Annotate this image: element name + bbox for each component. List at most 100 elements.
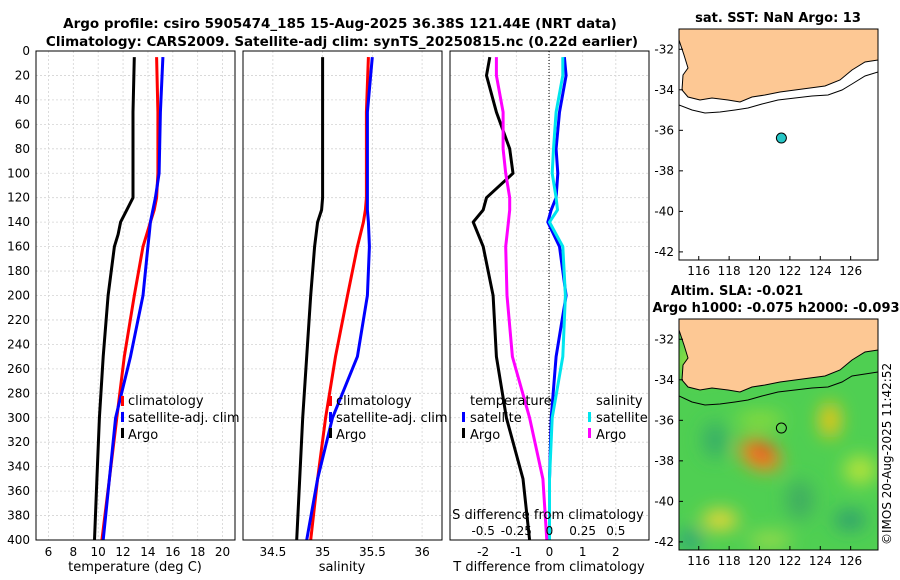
map-y-tick-label: -42 xyxy=(654,245,674,259)
series-line-salinity-argo xyxy=(494,57,549,541)
sla-map-shelf-contour xyxy=(679,371,878,406)
x-tick-label: 16 xyxy=(165,545,180,559)
argo-location-marker xyxy=(775,422,787,434)
salinity-panel: 34.5 35 35.5 36 climatology satellite-adj. … xyxy=(242,50,448,575)
legend-swatch-t-satellite xyxy=(462,412,465,422)
legend-swatch-satellite-adj-2 xyxy=(329,412,332,422)
y-tick-label: 380 xyxy=(7,509,30,523)
y-tick-label: 200 xyxy=(7,289,30,303)
figure-title-line1: Argo profile: csiro 5905474_185 15-Aug-2… xyxy=(63,16,617,32)
x-tick-label: -1 xyxy=(510,545,522,559)
legend-swatch-s-satellite xyxy=(588,412,591,422)
map-x-tick-label: 116 xyxy=(687,554,710,568)
y-tick-label: 360 xyxy=(7,484,30,498)
map-y-tick-label: -32 xyxy=(654,42,674,56)
map-x-tick-label: 120 xyxy=(748,264,771,278)
map-x-tick-label: 118 xyxy=(718,264,741,278)
legend-label-t-satellite: satellite xyxy=(470,411,522,426)
y-tick-label: 40 xyxy=(15,93,30,107)
secondary-x-tick-label: 0.5 xyxy=(606,524,625,538)
sla-map-title2: Argo h1000: -0.075 h2000: -0.093 xyxy=(652,301,899,316)
s-difference-label: S difference from climatology xyxy=(452,508,644,523)
legend-title-temperature: temperature xyxy=(470,394,552,409)
legend-swatch-t-argo xyxy=(462,428,465,438)
legend-swatch-argo-2 xyxy=(329,428,332,438)
series-line-argo xyxy=(93,57,136,541)
legend-label-argo: Argo xyxy=(128,428,158,443)
legend-label-satellite-adj-2: satellite-adj. clim xyxy=(336,411,448,426)
map-x-tick-label: 124 xyxy=(809,264,832,278)
map-y-tick-label: -36 xyxy=(654,413,674,427)
y-tick-label: 340 xyxy=(7,460,30,474)
salinity-legend: climatology satellite-adj. clim Argo xyxy=(329,394,448,443)
legend-label-s-argo: Argo xyxy=(596,428,626,443)
temperature-panel: 6 8 10 12 14 16 18 20 0 20 40 60 80 100 120 140 160 180 2… xyxy=(7,44,240,575)
map-x-tick-label: 124 xyxy=(809,554,832,568)
x-tick-label: 0 xyxy=(546,545,554,559)
y-tick-label: 80 xyxy=(15,142,30,156)
x-tick-label: 8 xyxy=(69,545,77,559)
x-tick-label: 10 xyxy=(91,545,106,559)
x-tick-label: 14 xyxy=(140,545,155,559)
series-line-temperature-satellite xyxy=(546,56,568,540)
sst-map-shelf-contour xyxy=(679,71,878,114)
t-difference-xlabel: T difference from climatology xyxy=(452,560,645,575)
series-line-satellite-adj-clim xyxy=(305,56,374,541)
y-tick-label: 20 xyxy=(15,68,30,82)
x-tick-label: 35 xyxy=(315,545,330,559)
x-tick-label: 20 xyxy=(215,545,230,559)
x-tick-label: 35.5 xyxy=(359,545,386,559)
sst-map-land xyxy=(679,29,878,103)
legend-label-argo-2: Argo xyxy=(336,428,366,443)
legend-label-climatology-2: climatology xyxy=(336,394,412,409)
y-tick-label: 0 xyxy=(22,44,30,58)
legend-title-salinity: salinity xyxy=(596,394,643,409)
sla-map: Altim. SLA: -0.021 Argo h1000: -0.075 h2… xyxy=(652,284,899,568)
sla-map-land xyxy=(679,319,878,393)
map-y-tick-label: -42 xyxy=(654,535,674,549)
sst-map: sat. SST: NaN Argo: 13 116 118 120 122 124 12… xyxy=(654,11,879,278)
map-x-tick-label: 120 xyxy=(748,554,771,568)
y-tick-label: 300 xyxy=(7,411,30,425)
x-tick-label: -2 xyxy=(477,545,489,559)
series-line-salinity-satellite xyxy=(548,57,567,540)
temperature-legend: climatology satellite-adj. clim Argo xyxy=(121,394,240,443)
x-tick-label: 36 xyxy=(414,545,429,559)
legend-swatch-argo xyxy=(121,428,124,438)
x-tick-label: 2 xyxy=(612,545,620,559)
legend-label-satellite-adj: satellite-adj. clim xyxy=(128,411,240,426)
y-tick-label: 180 xyxy=(7,264,30,278)
difference-legend: temperature satellite Argo salinity sate… xyxy=(462,394,648,443)
map-y-tick-label: -36 xyxy=(654,123,674,137)
map-x-tick-label: 126 xyxy=(839,554,862,568)
x-tick-label: 1 xyxy=(579,545,587,559)
map-y-tick-label: -32 xyxy=(654,332,674,346)
map-y-tick-label: -40 xyxy=(654,494,674,508)
y-tick-label: 140 xyxy=(7,215,30,229)
map-y-tick-label: -34 xyxy=(654,83,674,97)
series-line-satellite-adj-clim xyxy=(101,57,165,541)
secondary-x-tick-label: -0.5 xyxy=(471,524,494,538)
y-tick-label: 400 xyxy=(7,533,30,547)
legend-swatch-satellite-adj xyxy=(121,412,124,422)
map-x-tick-label: 118 xyxy=(718,554,741,568)
y-tick-label: 240 xyxy=(7,337,30,351)
sla-map-title1: Altim. SLA: -0.021 xyxy=(671,284,803,299)
legend-label-climatology: climatology xyxy=(128,394,204,409)
sst-map-title: sat. SST: NaN Argo: 13 xyxy=(695,11,861,26)
argo-location-marker xyxy=(775,132,787,144)
salinity-xlabel: salinity xyxy=(319,560,366,575)
y-tick-label: 260 xyxy=(7,362,30,376)
map-x-tick-label: 126 xyxy=(839,264,862,278)
map-y-tick-label: -40 xyxy=(654,204,674,218)
y-tick-label: 320 xyxy=(7,435,30,449)
secondary-x-tick-label: 0.25 xyxy=(569,524,596,538)
map-y-tick-label: -38 xyxy=(654,454,674,468)
y-tick-label: 160 xyxy=(7,240,30,254)
y-tick-label: 120 xyxy=(7,191,30,205)
y-tick-label: 220 xyxy=(7,313,30,327)
imos-timestamp: ©IMOS 20-Aug-2025 11:42:52 xyxy=(880,362,894,545)
y-tick-label: 280 xyxy=(7,386,30,400)
temperature-xlabel: temperature (deg C) xyxy=(68,560,202,575)
